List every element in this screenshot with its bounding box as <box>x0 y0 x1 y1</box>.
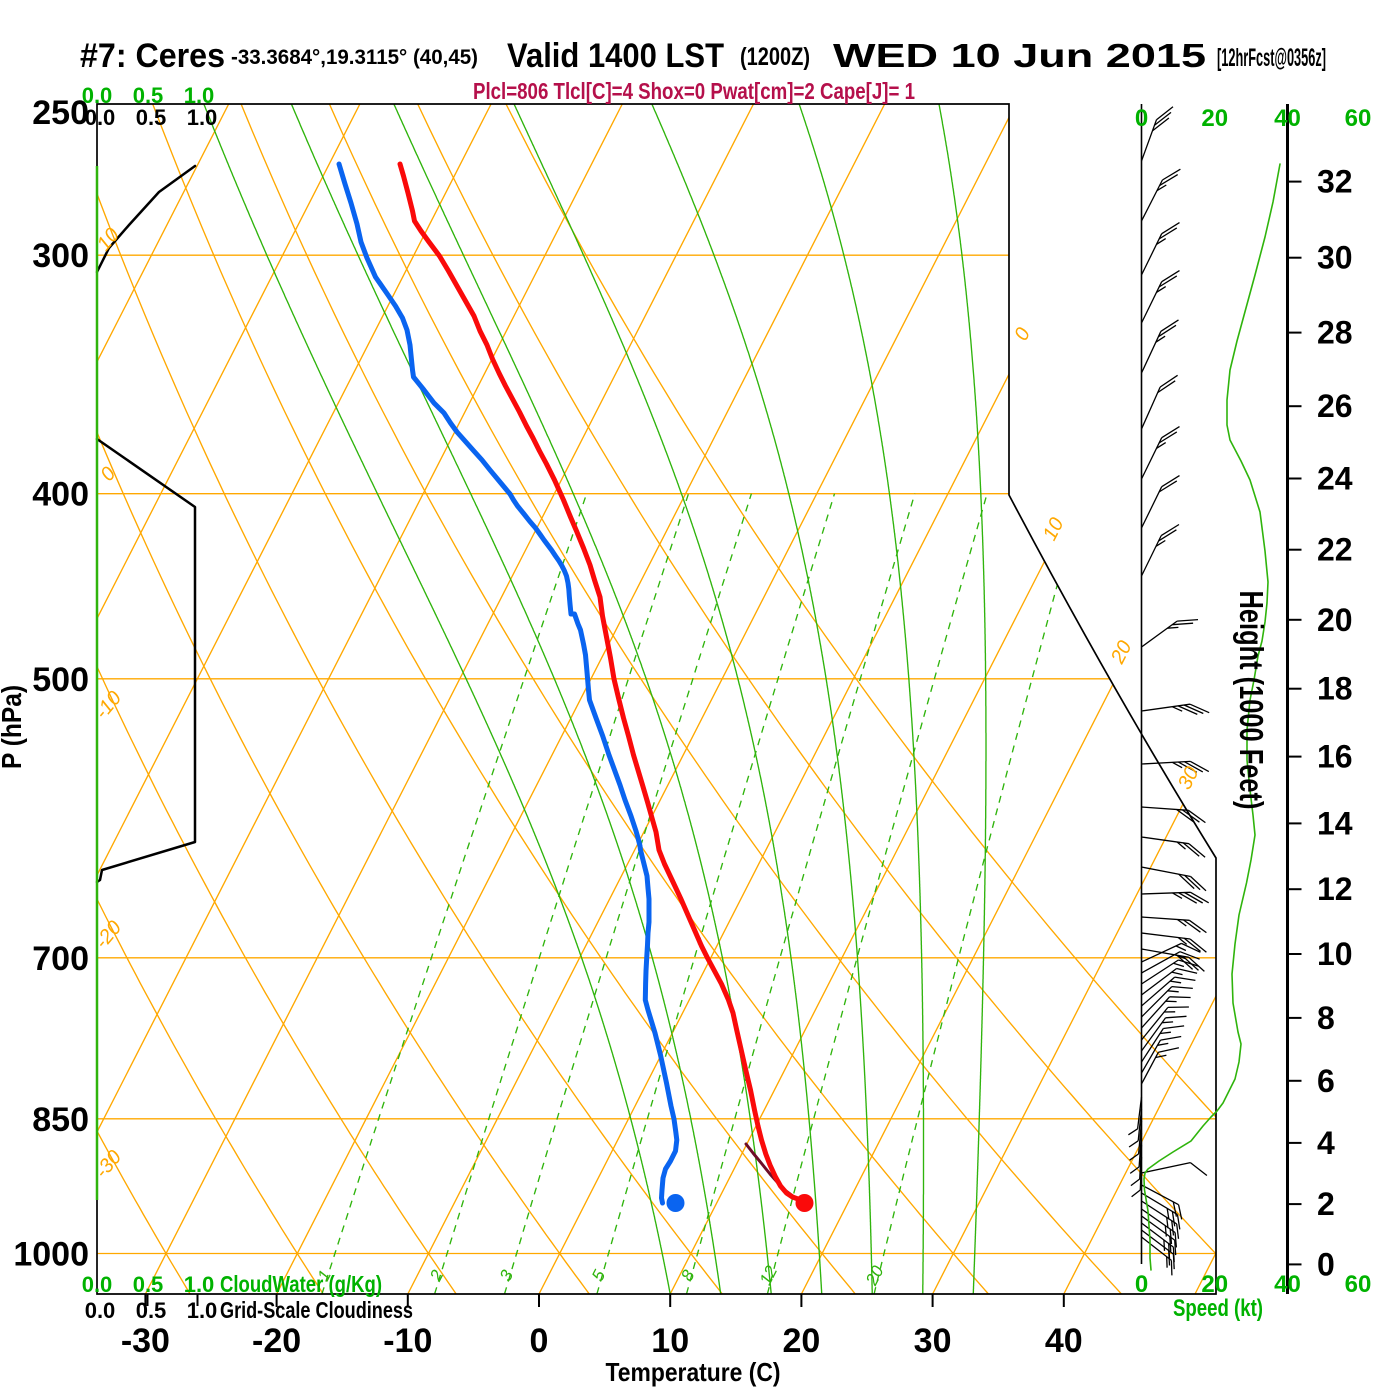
svg-text:0: 0 <box>1317 1246 1335 1282</box>
svg-text:1.0: 1.0 <box>187 105 218 130</box>
svg-text:40: 40 <box>1274 1271 1301 1298</box>
svg-text:60: 60 <box>1345 105 1372 132</box>
svg-text:CloudWater (g/Kg): CloudWater (g/Kg) <box>220 1271 382 1297</box>
svg-text:Speed (kt): Speed (kt) <box>1173 1295 1263 1322</box>
svg-text:32: 32 <box>1317 164 1353 200</box>
svg-text:P (hPa): P (hPa) <box>0 685 27 769</box>
svg-text:12: 12 <box>1317 871 1353 907</box>
svg-text:40: 40 <box>1274 105 1301 132</box>
svg-text:700: 700 <box>32 940 89 978</box>
svg-text:-33.3684°,19.3115° (40,45): -33.3684°,19.3115° (40,45) <box>231 46 478 69</box>
svg-text:0.5: 0.5 <box>133 1272 164 1297</box>
svg-text:-30: -30 <box>121 1322 170 1360</box>
svg-text:24: 24 <box>1317 461 1353 497</box>
svg-text:0.0: 0.0 <box>82 83 113 108</box>
svg-text:26: 26 <box>1317 388 1353 424</box>
svg-text:20: 20 <box>1201 105 1228 132</box>
svg-text:Plcl=806 Tlcl[C]=4 Shox=0 Pwat: Plcl=806 Tlcl[C]=4 Shox=0 Pwat[cm]=2 Cap… <box>473 78 915 104</box>
svg-text:Height (1000 Feet): Height (1000 Feet) <box>1233 591 1270 810</box>
svg-text:0.5: 0.5 <box>136 1298 167 1323</box>
svg-text:Valid 1400 LST: Valid 1400 LST <box>507 37 724 75</box>
svg-text:30: 30 <box>1317 240 1353 276</box>
svg-text:28: 28 <box>1317 315 1353 351</box>
svg-text:Temperature (C): Temperature (C) <box>606 1357 781 1387</box>
svg-text:14: 14 <box>1317 805 1353 841</box>
svg-text:2: 2 <box>1317 1186 1335 1222</box>
svg-text:1.0: 1.0 <box>187 1298 218 1323</box>
svg-text:850: 850 <box>32 1101 89 1139</box>
svg-text:Grid-Scale Cloudiness: Grid-Scale Cloudiness <box>220 1297 413 1323</box>
svg-text:[12hrFcst@0356z]: [12hrFcst@0356z] <box>1217 44 1326 72</box>
svg-text:10: 10 <box>651 1322 689 1360</box>
svg-text:0: 0 <box>1135 105 1148 132</box>
svg-text:60: 60 <box>1345 1271 1372 1298</box>
svg-text:-10: -10 <box>383 1322 432 1360</box>
svg-text:10: 10 <box>1317 936 1353 972</box>
svg-text:0.0: 0.0 <box>85 105 116 130</box>
svg-text:4: 4 <box>1317 1125 1335 1161</box>
svg-text:400: 400 <box>32 476 89 514</box>
svg-text:0: 0 <box>530 1322 549 1360</box>
svg-text:-20: -20 <box>252 1322 301 1360</box>
svg-text:500: 500 <box>32 661 89 699</box>
svg-text:250: 250 <box>32 94 89 132</box>
svg-text:18: 18 <box>1317 671 1353 707</box>
svg-text:0: 0 <box>1135 1271 1148 1298</box>
svg-text:1000: 1000 <box>13 1236 89 1274</box>
svg-text:1.0: 1.0 <box>184 1272 215 1297</box>
svg-text:0.5: 0.5 <box>136 105 167 130</box>
svg-text:#7: Ceres: #7: Ceres <box>80 37 225 75</box>
svg-text:20: 20 <box>1201 1271 1228 1298</box>
svg-text:40: 40 <box>1045 1322 1083 1360</box>
svg-text:20: 20 <box>1317 602 1353 638</box>
svg-text:WED 10 Jun 2015: WED 10 Jun 2015 <box>833 37 1206 74</box>
svg-text:300: 300 <box>32 237 89 275</box>
svg-text:22: 22 <box>1317 532 1353 568</box>
svg-text:0.0: 0.0 <box>85 1298 116 1323</box>
svg-text:0.0: 0.0 <box>82 1272 113 1297</box>
svg-text:0.5: 0.5 <box>133 83 164 108</box>
svg-text:1.0: 1.0 <box>184 83 215 108</box>
svg-text:6: 6 <box>1317 1063 1335 1099</box>
svg-text:16: 16 <box>1317 739 1353 775</box>
svg-text:30: 30 <box>914 1322 952 1360</box>
svg-text:(1200Z): (1200Z) <box>740 43 810 71</box>
svg-text:20: 20 <box>782 1322 820 1360</box>
svg-text:8: 8 <box>1317 1000 1335 1036</box>
